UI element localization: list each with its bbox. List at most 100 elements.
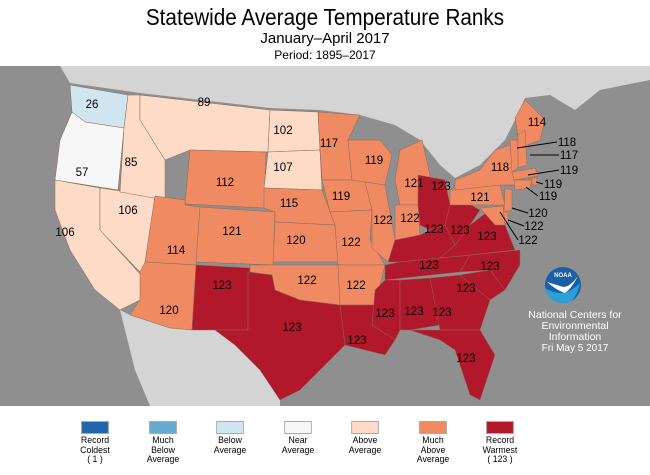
leader-line-nj xyxy=(511,207,529,214)
legend-swatch xyxy=(148,421,177,434)
leader-line-ct xyxy=(525,186,539,197)
canada-land xyxy=(0,66,650,178)
rank-label-nj: 120 xyxy=(528,208,547,220)
legend-swatch xyxy=(81,421,109,434)
rank-label-wa: 26 xyxy=(86,99,99,111)
leader-line-md xyxy=(499,211,519,241)
leader-line-de xyxy=(507,219,525,227)
rank-label-mn: 117 xyxy=(320,138,338,150)
state-ga xyxy=(429,274,491,331)
rank-label-mt: 89 xyxy=(198,97,211,109)
legend-item-much-below: Much Below Average xyxy=(130,418,194,465)
rank-label-id: 85 xyxy=(125,157,138,169)
rank-label-wy: 112 xyxy=(216,177,234,189)
legend-label: Record xyxy=(485,435,515,446)
legend-label: Above xyxy=(352,435,378,446)
rank-label-nc: 123 xyxy=(480,261,499,273)
rank-label-tn: 123 xyxy=(419,260,438,272)
state-nj xyxy=(503,187,513,213)
legend-label: Average xyxy=(348,444,382,456)
rank-label-ne: 115 xyxy=(280,198,298,210)
rank-label-ma: 119 xyxy=(560,165,578,177)
rank-label-ks: 120 xyxy=(286,235,305,247)
rank-label-nm: 123 xyxy=(212,280,231,292)
rank-label-ky: 123 xyxy=(424,224,443,236)
legend-label: ( 1 ) xyxy=(87,454,103,465)
rank-label-ar: 122 xyxy=(346,280,365,292)
legend-swatch xyxy=(351,421,379,434)
legend-item-much-above: Much Above Average xyxy=(400,418,464,465)
legend-label: Above xyxy=(420,444,445,456)
legend-swatch xyxy=(283,421,312,434)
rank-label-sc: 123 xyxy=(456,283,475,295)
leader-line-ri xyxy=(535,181,544,185)
rank-label-in: 122 xyxy=(400,213,419,225)
legend-label: Average xyxy=(281,444,314,456)
rank-label-md: 122 xyxy=(518,235,537,247)
rank-label-ca: 106 xyxy=(55,227,74,239)
state-fl xyxy=(409,329,496,401)
legend-label: Coldest xyxy=(80,444,110,456)
us-map: 26 57 106 106 85 89 112 114 121 120 123 102 107 115 12… xyxy=(0,66,650,406)
legend-label: Much xyxy=(151,435,174,446)
rank-label-nh: 117 xyxy=(560,150,578,162)
state-nh xyxy=(517,129,528,169)
noaa-logo-text: NOAA xyxy=(554,273,572,279)
state-tx xyxy=(214,271,346,401)
state-al xyxy=(399,277,441,331)
rank-label-sd: 107 xyxy=(273,162,292,174)
rank-label-ct: 119 xyxy=(539,191,557,203)
rank-label-pa: 121 xyxy=(470,192,489,204)
rank-label-ri: 119 xyxy=(544,179,562,191)
legend-label: Below xyxy=(150,444,175,456)
rank-label-ms: 123 xyxy=(375,308,394,320)
rank-label-me: 114 xyxy=(528,117,547,129)
credit-date: Fri May 5 2017 xyxy=(541,343,609,354)
rank-label-wi: 119 xyxy=(365,155,383,167)
rank-label-mo: 122 xyxy=(341,237,360,249)
rank-label-ok: 122 xyxy=(297,275,316,287)
legend-item-above: Above Average xyxy=(333,418,397,455)
rank-label-vt: 118 xyxy=(558,137,576,149)
state-ma xyxy=(511,167,539,181)
legend-label: Average xyxy=(146,454,179,465)
rank-label-il: 122 xyxy=(373,215,392,227)
rank-label-de: 122 xyxy=(524,221,543,233)
ncei-credit: National Centers for Environmental Infor… xyxy=(510,309,640,355)
legend-label: Record xyxy=(80,435,110,446)
legend-item-record-warmest: Record Warmest( 123 ) xyxy=(468,418,532,465)
state-ri xyxy=(531,177,538,186)
credit-line-2: Environmental xyxy=(541,320,609,332)
rank-label-va: 123 xyxy=(477,231,496,243)
legend-label: Near xyxy=(288,435,307,446)
rank-label-ut: 114 xyxy=(167,245,186,257)
rank-label-az: 120 xyxy=(159,305,178,317)
legend-label: ( 123 ) xyxy=(487,454,513,465)
rank-label-fl: 123 xyxy=(456,353,475,365)
rank-label-co: 121 xyxy=(222,226,241,238)
state-nm xyxy=(191,264,251,331)
leader-line-ma xyxy=(527,169,560,176)
rank-label-oh: 123 xyxy=(431,181,450,193)
state-ct xyxy=(513,179,533,191)
credit-line-1: National Centers for xyxy=(528,309,622,321)
legend-label: Warmest xyxy=(482,444,518,456)
rank-label-al: 123 xyxy=(404,306,423,318)
legend-swatch xyxy=(418,421,447,434)
legend-label: Below xyxy=(218,435,242,446)
state-md xyxy=(479,205,506,226)
legend-item-near: Near Average xyxy=(265,418,329,455)
state-or xyxy=(54,111,125,191)
legend-item-below: Below Average xyxy=(198,418,262,455)
credit-line-3: Information xyxy=(548,331,602,343)
rank-label-nv: 106 xyxy=(118,205,137,217)
rank-label-wv: 123 xyxy=(450,225,469,237)
map-title: Statewide Average Temperature Ranks xyxy=(145,4,505,30)
leader-line-vt xyxy=(516,141,558,149)
rank-label-mi: 121 xyxy=(404,178,423,190)
rank-label-nd: 102 xyxy=(273,125,292,137)
legend-label: Much xyxy=(421,435,444,446)
rank-label-ny: 118 xyxy=(491,162,509,174)
rank-label-ia: 119 xyxy=(332,191,350,203)
legend-swatch xyxy=(486,421,514,434)
